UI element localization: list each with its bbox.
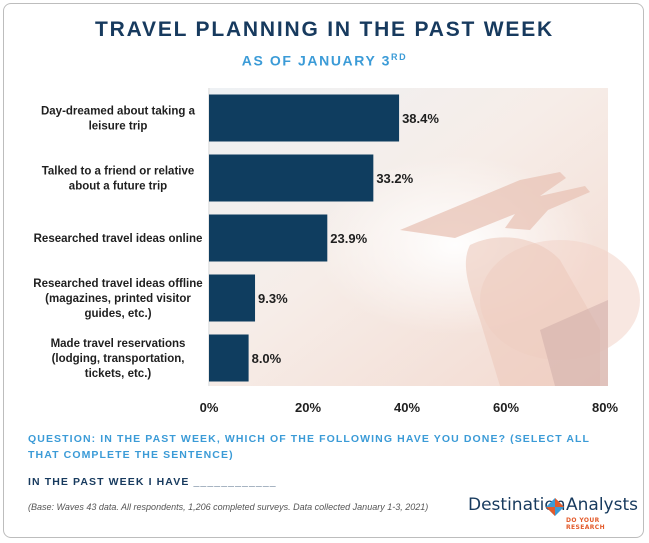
survey-question: QUESTION: IN THE PAST WEEK, WHICH OF THE… bbox=[28, 433, 590, 461]
value-label-1: 38.4% bbox=[402, 111, 439, 126]
answer-prompt: IN THE PAST WEEK I HAVE ____________ bbox=[28, 476, 277, 488]
value-label-2: 33.2% bbox=[376, 171, 413, 186]
chart-title: TRAVEL PLANNING IN THE PAST WEEK bbox=[95, 18, 554, 41]
bar-chart: 38.4% 33.2% 23.9% 9.3% 8.0% Day-dreamed abou… bbox=[33, 88, 640, 415]
x-tick-label-20: 20% bbox=[295, 400, 321, 415]
subtitle-suffix: RD bbox=[391, 52, 408, 62]
logo-tagline: DO YOUR RESEARCH bbox=[566, 517, 606, 531]
bar-3 bbox=[209, 214, 328, 262]
x-tick-label-40: 40% bbox=[394, 400, 420, 415]
bar-5 bbox=[209, 334, 249, 382]
bars-group bbox=[209, 94, 400, 382]
value-label-5: 8.0% bbox=[252, 351, 282, 366]
value-label-4: 9.3% bbox=[258, 291, 288, 306]
bar-4 bbox=[209, 274, 256, 322]
value-labels-group: 38.4% 33.2% 23.9% 9.3% 8.0% bbox=[252, 111, 440, 366]
x-tick-labels-group: 0% 20% 40% 60% 80% bbox=[200, 400, 619, 415]
category-label-5: Made travel reservations (lodging, transp… bbox=[51, 338, 186, 380]
category-label-4: Researched travel ideas offline (magazine… bbox=[33, 278, 202, 320]
category-label-1: Day-dreamed about taking a leisure trip bbox=[41, 106, 196, 133]
x-tick-label-0: 0% bbox=[200, 400, 219, 415]
sleeve-silhouette bbox=[540, 300, 608, 386]
category-label-3: Researched travel ideas online bbox=[34, 233, 203, 245]
bar-2 bbox=[209, 154, 374, 202]
logo-word-destination: Destination bbox=[468, 495, 566, 515]
base-note: (Base: Waves 43 data. All respondents, 1… bbox=[28, 502, 429, 512]
subtitle-text: AS OF JANUARY 3 bbox=[241, 52, 392, 69]
chart-subtitle: AS OF JANUARY 3RD bbox=[0, 52, 649, 69]
airplane-silhouette bbox=[400, 172, 590, 238]
x-tick-label-80: 80% bbox=[592, 400, 618, 415]
category-labels-group: Day-dreamed about taking a leisure trip Ta… bbox=[33, 106, 202, 381]
bar-1 bbox=[209, 94, 400, 142]
category-label-2: Talked to a friend or relative about a fu… bbox=[42, 166, 195, 193]
logo-diamond-icon bbox=[546, 498, 564, 516]
destination-analysts-logo: Destination Analysts DO YOUR RESEARCH bbox=[468, 494, 638, 532]
hand-silhouette bbox=[465, 237, 600, 386]
logo-word-analysts: Analysts bbox=[566, 495, 638, 515]
x-tick-label-60: 60% bbox=[493, 400, 519, 415]
value-label-3: 23.9% bbox=[330, 231, 367, 246]
